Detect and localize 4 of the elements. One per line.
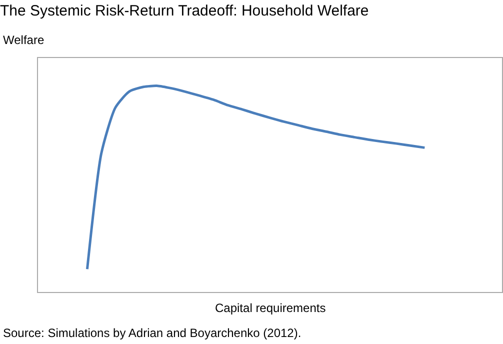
- y-axis-title: Welfare: [3, 33, 44, 47]
- source-note: Source: Simulations by Adrian and Boyarchenko (2012).: [3, 326, 302, 340]
- x-axis-title: Capital requirements: [215, 301, 326, 315]
- chart-title: The Systemic Risk-Return Tradeoff: Household Welfare: [0, 2, 369, 20]
